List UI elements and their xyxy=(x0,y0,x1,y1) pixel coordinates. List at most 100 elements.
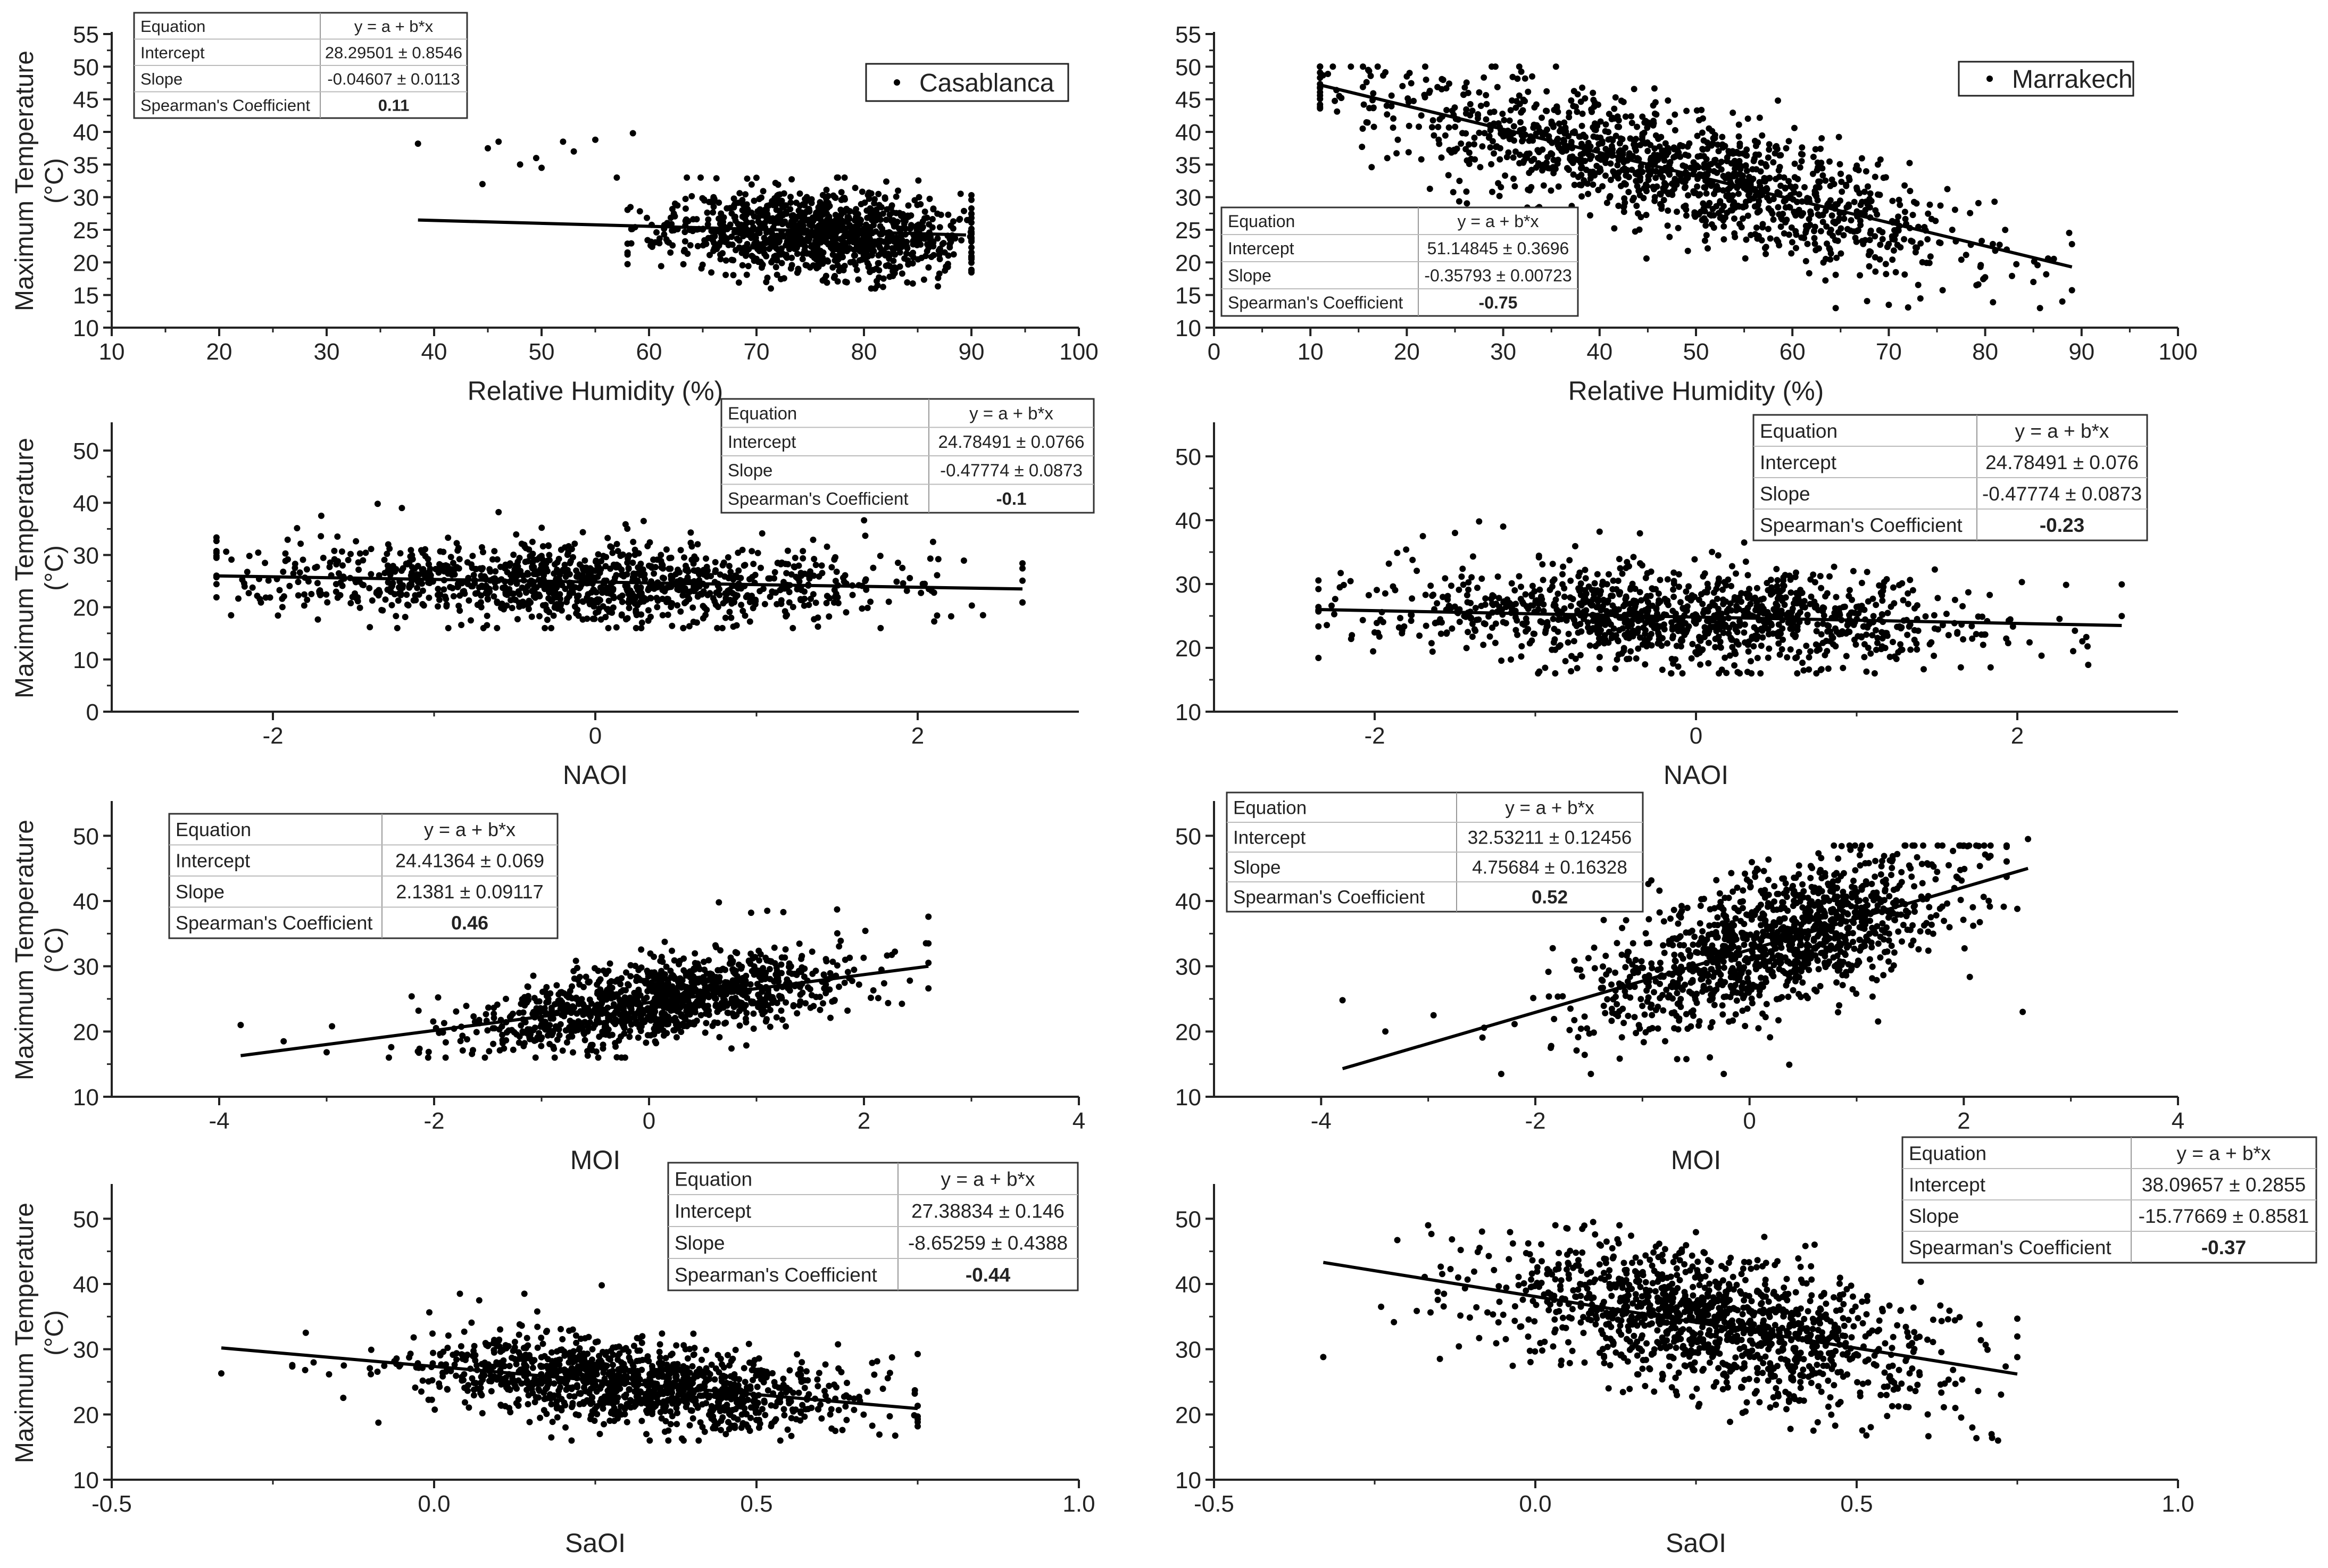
data-point xyxy=(1646,635,1653,641)
data-point xyxy=(1581,177,1587,184)
data-point xyxy=(453,540,460,547)
data-point xyxy=(1652,168,1659,174)
data-point xyxy=(800,548,807,555)
data-point xyxy=(1555,616,1562,623)
data-point xyxy=(1901,208,1908,215)
data-point xyxy=(517,161,523,168)
data-point xyxy=(669,600,676,607)
stats-row-label: Intercept xyxy=(1760,452,1837,473)
data-point xyxy=(213,538,220,545)
data-point xyxy=(1367,72,1374,79)
data-point xyxy=(1591,580,1598,587)
data-point xyxy=(419,600,426,607)
data-point xyxy=(347,551,354,557)
data-point xyxy=(1554,156,1561,163)
data-point xyxy=(901,255,908,262)
data-point xyxy=(1753,585,1760,591)
data-point xyxy=(638,594,645,600)
data-point xyxy=(1775,629,1782,636)
data-point xyxy=(644,214,650,221)
y-axis-label-unit: (°C) xyxy=(40,158,69,204)
data-point xyxy=(1736,150,1743,157)
data-point xyxy=(1561,585,1568,591)
data-point xyxy=(1388,92,1395,99)
data-point xyxy=(409,564,415,571)
data-point xyxy=(1596,590,1603,597)
data-point xyxy=(1733,570,1739,577)
data-point xyxy=(1715,552,1722,559)
data-point xyxy=(776,248,783,255)
data-point xyxy=(684,593,691,600)
fit-line xyxy=(418,218,966,237)
data-point xyxy=(507,572,514,578)
data-point xyxy=(1774,577,1781,583)
data-point xyxy=(1633,655,1640,662)
data-point xyxy=(850,258,857,265)
data-point xyxy=(555,575,562,581)
data-point xyxy=(1925,210,1932,217)
data-point xyxy=(419,587,426,594)
data-point xyxy=(1880,583,1887,590)
data-point xyxy=(1611,105,1618,112)
y-tick-label: 55 xyxy=(73,22,99,48)
data-point xyxy=(1787,589,1794,596)
data-point xyxy=(1385,560,1392,567)
data-point xyxy=(1777,223,1784,230)
data-point xyxy=(1544,154,1551,161)
data-point xyxy=(832,194,839,201)
data-point xyxy=(622,616,629,623)
data-point xyxy=(1667,159,1674,165)
data-point xyxy=(1587,600,1594,607)
data-point xyxy=(1831,563,1838,570)
data-point xyxy=(437,591,444,598)
data-point xyxy=(1620,159,1627,165)
data-point xyxy=(968,602,975,609)
data-point xyxy=(1645,618,1652,625)
data-point xyxy=(1418,156,1425,163)
data-point xyxy=(1838,225,1844,232)
data-point xyxy=(1867,227,1874,234)
stats-row-label: Slope xyxy=(140,70,182,88)
data-point xyxy=(478,604,485,611)
data-point xyxy=(1745,638,1752,645)
data-point xyxy=(914,222,921,229)
data-point xyxy=(1628,113,1635,120)
data-point xyxy=(1596,665,1603,672)
data-point xyxy=(656,240,663,247)
data-point xyxy=(1636,530,1643,537)
data-point xyxy=(1858,580,1865,586)
data-point xyxy=(879,283,886,290)
data-point xyxy=(527,553,534,560)
data-point xyxy=(1606,571,1612,578)
data-point xyxy=(904,279,911,286)
data-point xyxy=(890,249,897,256)
data-point xyxy=(1359,125,1366,132)
data-point xyxy=(682,196,689,202)
data-point xyxy=(1758,643,1765,649)
data-point xyxy=(1748,658,1754,665)
data-point xyxy=(1577,621,1584,628)
data-point xyxy=(742,191,749,198)
data-point xyxy=(826,613,833,620)
data-point xyxy=(483,590,489,597)
data-point xyxy=(743,201,750,208)
data-point xyxy=(279,595,286,602)
data-point xyxy=(2038,652,2045,659)
data-point xyxy=(1574,109,1581,115)
data-point xyxy=(1748,670,1755,677)
data-point xyxy=(1599,183,1606,190)
data-point xyxy=(853,266,860,273)
data-point xyxy=(556,591,563,598)
data-point xyxy=(1723,582,1730,589)
data-point xyxy=(1526,170,1533,176)
data-point xyxy=(1315,586,1322,593)
data-point xyxy=(479,565,486,572)
data-point xyxy=(629,130,636,137)
data-point xyxy=(630,538,637,545)
data-point xyxy=(936,256,943,263)
data-point xyxy=(1582,566,1589,573)
data-point xyxy=(312,564,319,571)
data-point xyxy=(1656,639,1662,646)
data-point xyxy=(1510,154,1517,161)
